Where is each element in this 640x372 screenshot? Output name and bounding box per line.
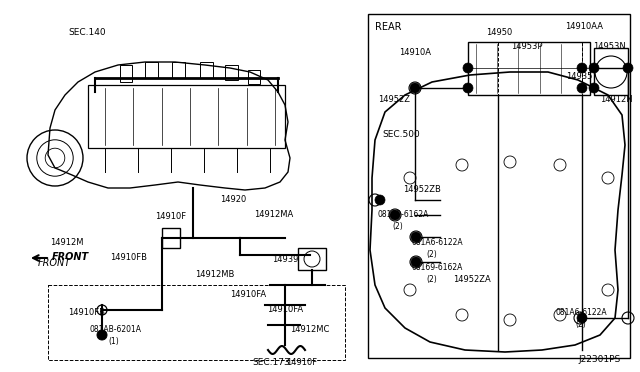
Text: 14910AA: 14910AA — [565, 22, 603, 31]
Circle shape — [410, 83, 420, 93]
Text: 14910FA: 14910FA — [230, 290, 266, 299]
Text: SEC.500: SEC.500 — [382, 130, 420, 139]
Circle shape — [97, 330, 107, 340]
Text: 14912M: 14912M — [50, 238, 83, 247]
Text: (1): (1) — [108, 337, 119, 346]
Circle shape — [411, 232, 421, 242]
Text: 14910F: 14910F — [155, 212, 186, 221]
Bar — [594, 48, 628, 95]
Circle shape — [390, 210, 400, 220]
Circle shape — [463, 63, 473, 73]
Text: 14910F: 14910F — [286, 358, 317, 367]
Text: J22301PS: J22301PS — [578, 355, 620, 364]
Text: SEC.173: SEC.173 — [252, 358, 290, 367]
Text: 14935: 14935 — [566, 72, 593, 81]
Text: 081A6-6122A: 081A6-6122A — [556, 308, 607, 317]
Circle shape — [577, 63, 587, 73]
Circle shape — [577, 83, 587, 93]
Bar — [298, 248, 326, 270]
Text: 14912MC: 14912MC — [290, 325, 330, 334]
Text: 14952ZA: 14952ZA — [453, 275, 491, 284]
Text: 081AB-6201A: 081AB-6201A — [90, 325, 142, 334]
Circle shape — [623, 63, 633, 73]
Text: FRONT: FRONT — [52, 252, 89, 262]
Text: 14953P: 14953P — [511, 42, 543, 51]
Text: 14912MA: 14912MA — [254, 210, 293, 219]
Text: 14952Z: 14952Z — [378, 95, 410, 104]
Text: 14920: 14920 — [220, 195, 246, 204]
Circle shape — [463, 83, 473, 93]
Text: 14950: 14950 — [486, 28, 512, 37]
Text: 14910A: 14910A — [399, 48, 431, 57]
Text: 08169-6162A: 08169-6162A — [378, 210, 429, 219]
Text: 08169-6162A: 08169-6162A — [412, 263, 463, 272]
Text: (2): (2) — [575, 320, 586, 329]
Bar — [468, 42, 590, 95]
Text: 14910FB: 14910FB — [110, 253, 147, 262]
Circle shape — [589, 83, 599, 93]
Text: SEC.140: SEC.140 — [68, 28, 106, 37]
Bar — [368, 14, 630, 358]
Text: 081A6-6122A: 081A6-6122A — [412, 238, 463, 247]
Text: 14910FA: 14910FA — [267, 305, 303, 314]
Circle shape — [589, 63, 599, 73]
Text: 14910FB: 14910FB — [68, 308, 105, 317]
Text: 14953N: 14953N — [593, 42, 626, 51]
Bar — [48, 285, 345, 360]
Bar — [88, 85, 285, 148]
Text: 14939: 14939 — [272, 255, 298, 264]
Text: (2): (2) — [392, 222, 403, 231]
Circle shape — [411, 257, 421, 267]
Text: 14912N: 14912N — [600, 95, 632, 104]
Text: FRONT: FRONT — [38, 258, 71, 268]
Text: 14952ZB: 14952ZB — [403, 185, 441, 194]
Bar — [162, 228, 180, 248]
Circle shape — [577, 313, 587, 323]
Text: 14912MB: 14912MB — [195, 270, 234, 279]
Text: (2): (2) — [426, 275, 436, 284]
Text: REAR: REAR — [375, 22, 401, 32]
Circle shape — [375, 195, 385, 205]
Text: (2): (2) — [426, 250, 436, 259]
